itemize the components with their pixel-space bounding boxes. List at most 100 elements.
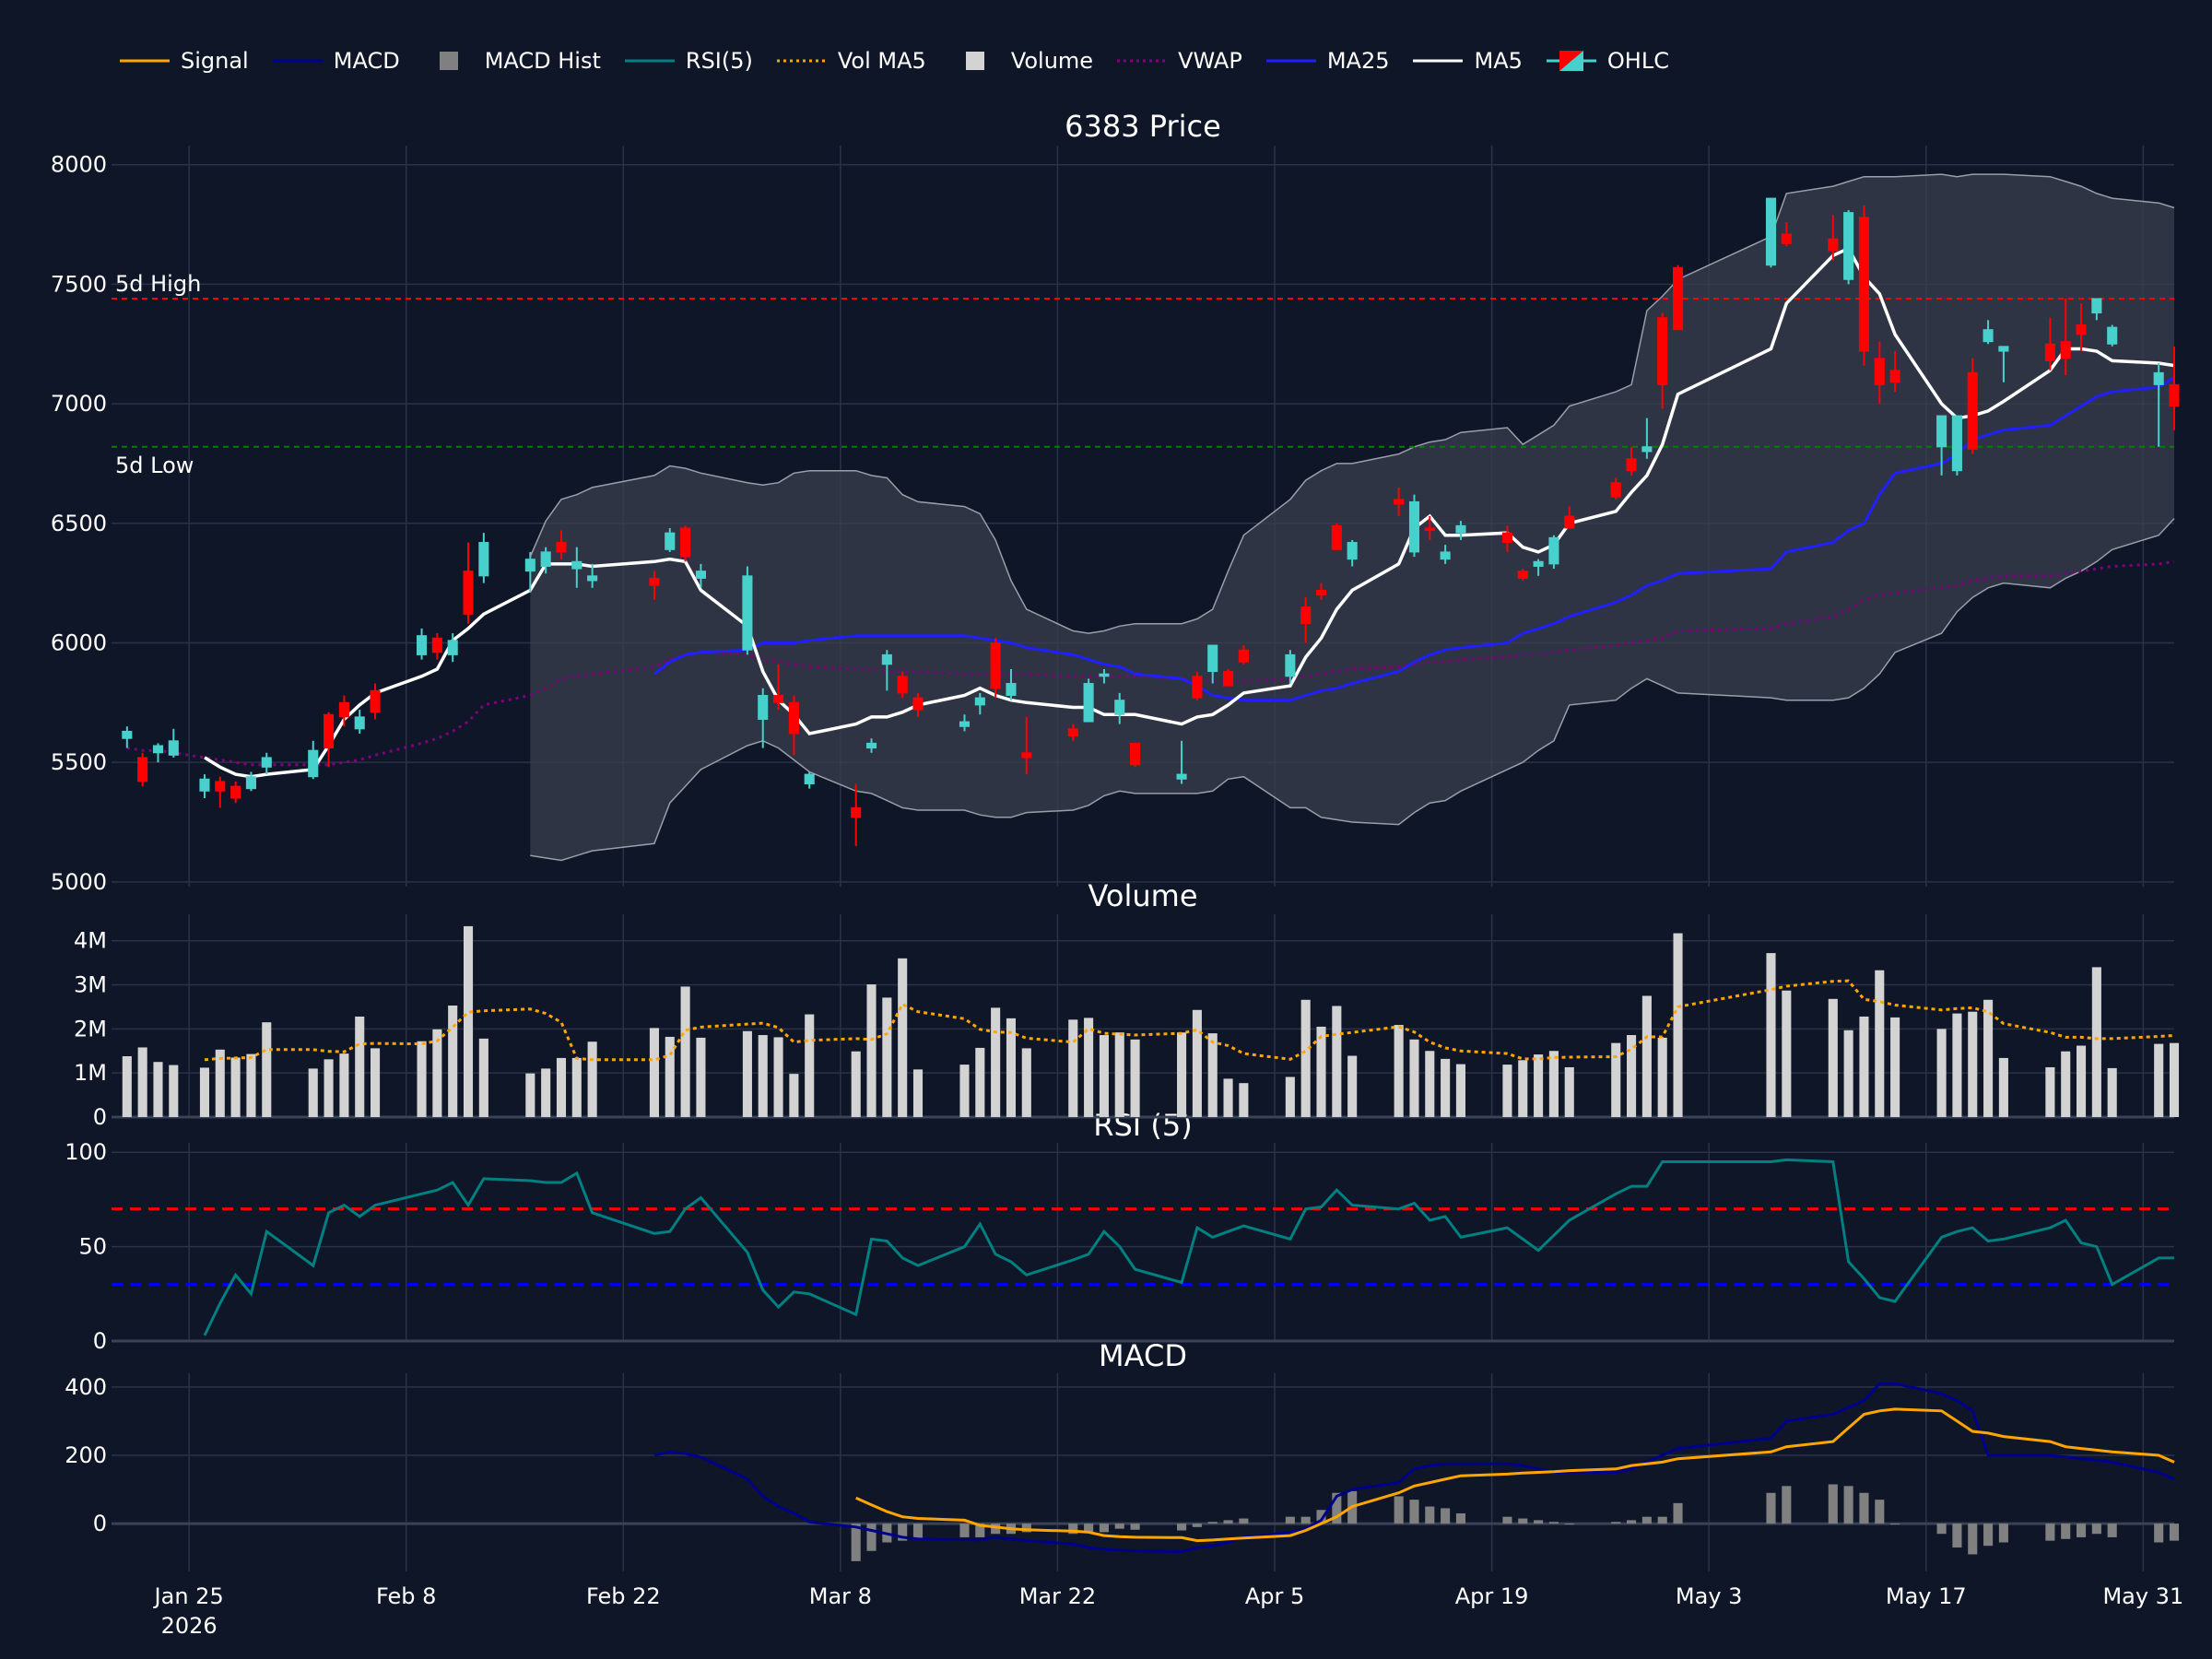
- legend-item[interactable]: Volume: [948, 48, 1093, 74]
- legend-label: MA5: [1474, 48, 1523, 74]
- macd-hist-bar: [1998, 1524, 2008, 1543]
- legend-item[interactable]: VWAP: [1115, 48, 1242, 74]
- candle-body: [1285, 653, 1296, 677]
- volume-bar: [975, 1047, 985, 1117]
- candle-body: [758, 695, 769, 720]
- x-tick-label: Apr 19: [1455, 1583, 1529, 1609]
- volume-bar: [571, 1057, 582, 1117]
- volume-bar: [1394, 1025, 1404, 1117]
- volume-bar: [1455, 1064, 1466, 1117]
- candle-body: [2153, 371, 2164, 385]
- legend-item[interactable]: Vol MA5: [775, 48, 926, 74]
- macd-hist-bar: [1548, 1522, 1559, 1524]
- volume-bar: [696, 1037, 706, 1117]
- volume-bar: [1099, 1035, 1109, 1117]
- volume-bar: [1441, 1058, 1451, 1117]
- legend-item[interactable]: MA5: [1411, 48, 1523, 74]
- legend-label: Signal: [181, 48, 249, 74]
- volume-bar: [587, 1041, 597, 1117]
- y-tick-label: 6000: [51, 629, 107, 655]
- volume-bar: [556, 1057, 567, 1117]
- candle-body: [571, 560, 582, 570]
- volume-bar: [1828, 998, 1838, 1117]
- candle-body: [695, 571, 706, 579]
- candle-body: [1176, 773, 1187, 780]
- legend-item[interactable]: MA25: [1265, 48, 1389, 74]
- macd-hist-bar: [1534, 1520, 1544, 1524]
- volume-bar: [230, 1057, 241, 1117]
- candle-body: [788, 701, 799, 735]
- candle-body: [215, 781, 226, 792]
- macd-hist-bar: [2169, 1524, 2180, 1541]
- volume-bar: [1316, 1026, 1326, 1117]
- volume-bar: [417, 1041, 427, 1117]
- legend: Signal MACD MACD Hist RSI(5) Vol MA5 Volume VW…: [118, 42, 1691, 79]
- candle-body: [587, 575, 598, 582]
- y-tick-label: 100: [65, 1139, 107, 1165]
- volume-bar: [478, 1038, 488, 1117]
- volume-bar: [1207, 1033, 1218, 1117]
- y-tick-label: 3M: [74, 972, 107, 998]
- volume-bar: [742, 1030, 752, 1117]
- volume-bar: [680, 986, 690, 1117]
- volume-bar: [789, 1074, 799, 1117]
- volume-bar: [1890, 1017, 1900, 1117]
- volume-bar: [137, 1047, 147, 1117]
- volume-bar: [1192, 1009, 1202, 1117]
- macd-hist-bar: [1673, 1502, 1683, 1524]
- macd-hist-bar: [1099, 1524, 1109, 1533]
- volume-bar: [1223, 1078, 1233, 1117]
- volume-bar: [773, 1037, 783, 1117]
- legend-label: RSI(5): [685, 48, 753, 74]
- macd-hist-bar: [1766, 1492, 1776, 1524]
- volume-bar: [324, 1059, 334, 1117]
- candle-body: [2091, 298, 2102, 314]
- legend-item[interactable]: RSI(5): [623, 48, 753, 74]
- candle-body: [261, 757, 272, 768]
- legend-item[interactable]: MACD Hist: [422, 48, 601, 74]
- level-line-label: 5d Low: [115, 453, 194, 478]
- macd-hist-bar: [1782, 1486, 1792, 1524]
- candle-body: [1440, 551, 1451, 560]
- macd-hist-bar: [1239, 1518, 1249, 1524]
- macd-line: [653, 1382, 2175, 1554]
- candle-body: [1347, 542, 1358, 560]
- candle-body: [1967, 371, 1978, 450]
- candle-body: [1657, 317, 1668, 385]
- legend-label: VWAP: [1178, 48, 1242, 74]
- candle-body: [1936, 415, 1947, 448]
- volume-bar: [1611, 1042, 1621, 1117]
- y-tick-label: 5000: [51, 869, 107, 895]
- legend-swatch-icon: [624, 59, 675, 63]
- x-tick-label: May 31: [2102, 1583, 2183, 1609]
- candle-body: [1114, 700, 1125, 715]
- macd-hist-bar: [1207, 1522, 1218, 1524]
- bollinger-upper-line: [529, 173, 2175, 634]
- macd-hist-bar: [991, 1524, 1001, 1535]
- legend-item[interactable]: OHLC: [1545, 48, 1669, 74]
- y-tick-label: 5500: [51, 749, 107, 775]
- legend-item[interactable]: Signal: [118, 48, 249, 74]
- macd-hist-bar: [1285, 1516, 1295, 1524]
- candle-body: [865, 742, 877, 749]
- candle-body: [773, 695, 784, 703]
- macd-hist-bar: [1394, 1496, 1404, 1524]
- x-tick-label: Mar 22: [1019, 1583, 1096, 1609]
- legend-item[interactable]: MACD: [271, 48, 400, 74]
- volume-bar: [199, 1067, 210, 1117]
- volume-bar: [122, 1056, 132, 1117]
- y-tick-label: 1M: [74, 1060, 107, 1086]
- volume-bar: [246, 1053, 256, 1117]
- bollinger-lower-line: [530, 518, 2175, 862]
- candle-body: [370, 689, 381, 713]
- y-tick-label: 0: [93, 1328, 107, 1354]
- volume-bar: [649, 1028, 659, 1117]
- y-tick-label: 2M: [74, 1016, 107, 1041]
- candle-body: [245, 776, 256, 790]
- macd-hist-bar: [1983, 1524, 1994, 1547]
- volume-bar: [1502, 1065, 1512, 1117]
- legend-swatch-icon: [120, 59, 170, 63]
- volume-bar: [153, 1062, 163, 1117]
- volume-bar: [2107, 1067, 2117, 1117]
- macd-hist-bar: [1441, 1508, 1451, 1524]
